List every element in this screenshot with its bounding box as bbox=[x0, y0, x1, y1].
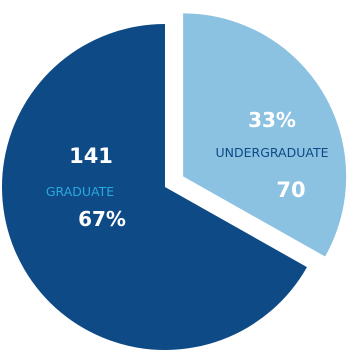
graduate-count-label: 141 bbox=[69, 144, 113, 168]
undergraduate-count-label: 70 bbox=[276, 178, 305, 202]
pie-slice-undergraduate bbox=[183, 13, 347, 257]
graduate-category-label: GRADUATE bbox=[46, 184, 114, 199]
pie-slices bbox=[1, 13, 347, 350]
graduate-percent-label: 67% bbox=[78, 207, 126, 231]
undergraduate-category-label: UNDERGRADUATE bbox=[215, 145, 328, 160]
undergraduate-percent-label: 33% bbox=[248, 108, 296, 132]
pie-slice-graduate bbox=[1, 24, 307, 350]
